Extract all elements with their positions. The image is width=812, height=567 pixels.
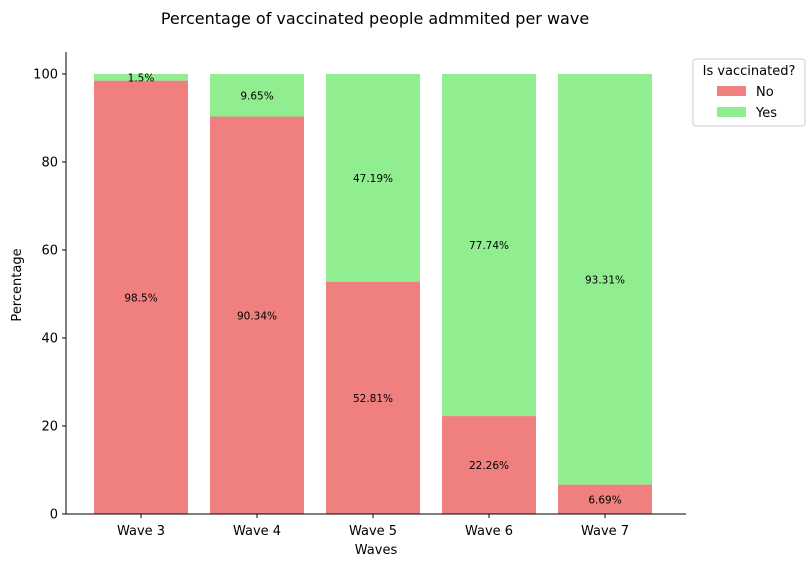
bar-label-no-wave-7: 6.69% xyxy=(588,494,621,506)
y-tick-label: 0 xyxy=(50,508,58,523)
bar-labels-group: 98.5% 1.5% 90.34% 9.65% 52.81% 47.19% 22.26% 77… xyxy=(124,72,625,506)
y-ticks-group: 0 20 40 60 80 100 xyxy=(33,68,66,523)
x-tick-label: Wave 5 xyxy=(349,524,397,539)
legend-label-yes: Yes xyxy=(755,106,777,121)
bar-no-wave-7 xyxy=(558,484,652,514)
bar-yes-wave-7 xyxy=(558,74,652,485)
axes-group xyxy=(65,52,686,515)
legend-items: No Yes xyxy=(717,85,777,121)
y-tick-label: 80 xyxy=(41,156,58,171)
y-axis-label: Percentage xyxy=(10,248,25,321)
x-tick-label: Wave 3 xyxy=(117,524,165,539)
bar-label-no-wave-3: 98.5% xyxy=(124,292,157,304)
x-ticks-group: Wave 3 Wave 4 Wave 5 Wave 6 Wave 7 xyxy=(117,514,629,539)
bar-no-wave-4 xyxy=(210,116,304,514)
x-axis-label: Waves xyxy=(355,543,398,558)
y-tick-label: 100 xyxy=(33,68,58,83)
chart-title: Percentage of vaccinated people admmited… xyxy=(161,9,589,28)
y-tick-label: 60 xyxy=(41,244,58,259)
bar-yes-wave-4 xyxy=(210,74,304,117)
bar-label-yes-wave-4: 9.65% xyxy=(240,90,273,102)
legend-swatch-no xyxy=(717,86,746,96)
bar-label-yes-wave-3: 1.5% xyxy=(128,72,155,84)
bar-label-no-wave-4: 90.34% xyxy=(237,310,277,322)
legend: Is vaccinated? No Yes xyxy=(692,58,806,127)
bar-yes-wave-5 xyxy=(326,74,420,282)
legend-swatch-yes xyxy=(717,107,746,117)
bar-no-wave-5 xyxy=(326,281,420,514)
legend-label-no: No xyxy=(756,85,774,100)
x-tick-label: Wave 7 xyxy=(581,524,629,539)
bar-yes-wave-6 xyxy=(442,74,536,417)
legend-title: Is vaccinated? xyxy=(703,64,796,79)
bar-no-wave-6 xyxy=(442,416,536,514)
bar-label-yes-wave-7: 93.31% xyxy=(585,274,625,286)
bar-no-wave-3 xyxy=(94,80,188,514)
bar-label-yes-wave-5: 47.19% xyxy=(353,173,393,185)
x-tick-label: Wave 6 xyxy=(465,524,513,539)
y-tick-label: 20 xyxy=(41,420,58,435)
bars-group xyxy=(94,74,652,514)
bar-label-no-wave-6: 22.26% xyxy=(469,460,509,472)
bar-yes-wave-3 xyxy=(94,74,188,81)
x-tick-label: Wave 4 xyxy=(233,524,281,539)
bar-label-no-wave-5: 52.81% xyxy=(353,393,393,405)
y-tick-label: 40 xyxy=(41,332,58,347)
bar-label-yes-wave-6: 77.74% xyxy=(469,240,509,252)
